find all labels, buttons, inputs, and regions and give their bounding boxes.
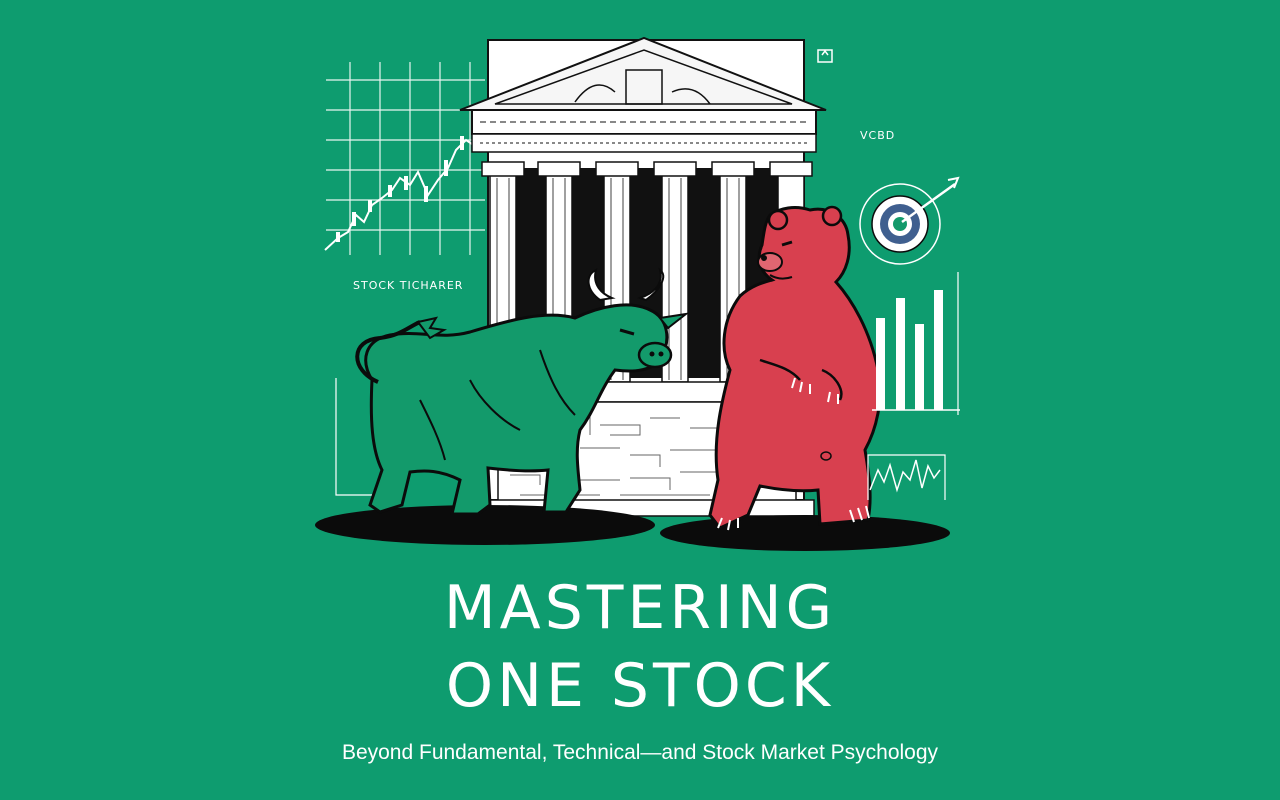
bar-chart-icon xyxy=(872,272,960,415)
target-icon xyxy=(859,176,960,265)
cover-subtitle: Beyond Fundamental, Technical—and Stock … xyxy=(341,741,939,764)
cover-illustration: STOCK TICHARER xyxy=(315,36,960,551)
cover-title-line-1: MASTERING xyxy=(443,573,837,643)
chart-label: STOCK TICHARER xyxy=(353,279,463,292)
candlestick-chart-icon: STOCK TICHARER xyxy=(324,62,485,292)
bear-illustration xyxy=(708,205,882,531)
small-graph-icon xyxy=(817,49,833,63)
cover-title-line-2: ONE STOCK xyxy=(445,651,835,721)
corner-label: VCBD xyxy=(860,129,895,142)
line-chart-icon xyxy=(867,454,946,500)
bull-illustration xyxy=(355,267,690,516)
